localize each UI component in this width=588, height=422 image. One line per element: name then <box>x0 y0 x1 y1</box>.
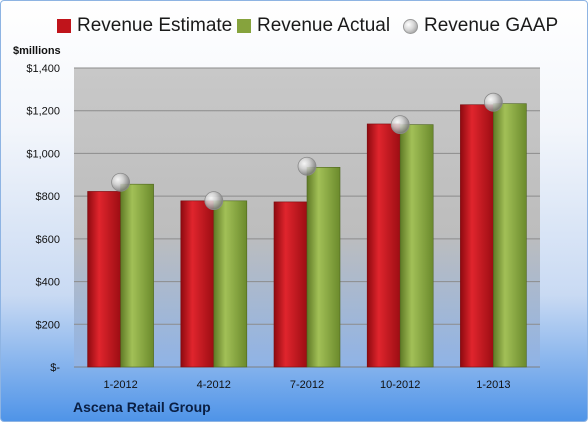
x-tick-label: 4-2012 <box>197 379 231 391</box>
y-tick-label: $600 <box>36 234 60 246</box>
company-name: Ascena Retail Group <box>73 399 211 415</box>
marker-revenue-gaap <box>483 92 503 112</box>
bar-revenue-actual <box>120 183 154 368</box>
y-tick-label: $200 <box>36 319 60 331</box>
x-tick-label: 10-2012 <box>380 379 420 391</box>
marker-revenue-gaap <box>390 115 410 134</box>
bar-revenue-actual <box>399 124 434 368</box>
marker-revenue-gaap <box>297 156 317 176</box>
y-tick-label: $- <box>50 362 60 374</box>
marker-revenue-gaap <box>204 191 224 211</box>
y-tick-label: $1,200 <box>26 106 60 118</box>
y-axis-units-label: $millions <box>13 45 61 57</box>
bar-revenue-estimate <box>87 191 121 368</box>
legend-entry-gaap: Revenue GAAP <box>403 15 558 37</box>
x-tick-label: 1-2012 <box>103 379 137 391</box>
y-tick-label: $1,000 <box>26 148 60 160</box>
bar-revenue-estimate <box>273 201 308 368</box>
legend-entry-actual: Revenue Actual <box>237 15 390 37</box>
x-tick-label: 1-2013 <box>476 379 510 391</box>
legend-marker-gaap <box>403 18 418 34</box>
bar-revenue-actual <box>306 167 341 368</box>
bar-revenue-actual <box>493 103 527 368</box>
legend: Revenue Estimate Revenue Actual Revenue … <box>1 15 587 45</box>
legend-entry-estimate: Revenue Estimate <box>57 15 232 37</box>
y-tick-label: $800 <box>36 191 60 203</box>
legend-label-actual: Revenue Actual <box>257 15 391 36</box>
bar-revenue-estimate <box>366 123 401 368</box>
x-tick-label: 7-2012 <box>290 379 324 391</box>
y-tick-label: $400 <box>36 277 60 289</box>
marker-revenue-gaap <box>111 172 130 192</box>
legend-swatch-estimate <box>57 19 71 33</box>
legend-label-gaap: Revenue GAAP <box>424 15 559 36</box>
bar-revenue-actual <box>213 200 248 368</box>
bar-revenue-estimate <box>180 200 215 368</box>
legend-swatch-actual <box>237 19 251 33</box>
y-tick-label: $1,400 <box>26 63 60 75</box>
bar-revenue-estimate <box>460 104 494 368</box>
legend-label-estimate: Revenue Estimate <box>77 15 233 36</box>
